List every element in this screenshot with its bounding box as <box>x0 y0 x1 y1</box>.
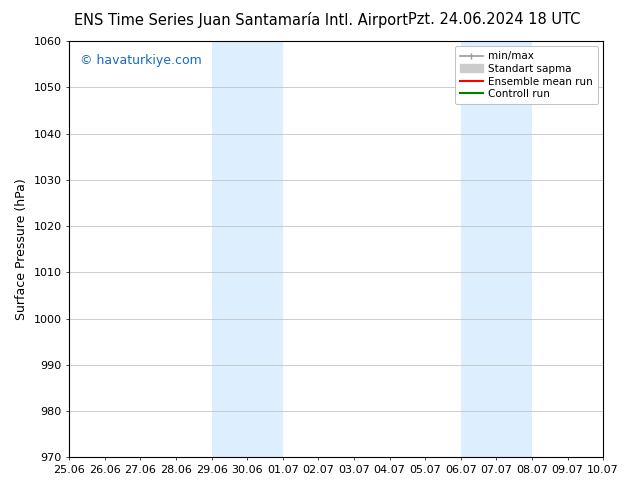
Bar <box>461 41 532 457</box>
Text: © havaturkiye.com: © havaturkiye.com <box>80 53 202 67</box>
Y-axis label: Surface Pressure (hPa): Surface Pressure (hPa) <box>15 178 28 320</box>
Bar <box>212 41 283 457</box>
Legend: min/max, Standart sapma, Ensemble mean run, Controll run: min/max, Standart sapma, Ensemble mean r… <box>455 46 598 104</box>
Text: Pzt. 24.06.2024 18 UTC: Pzt. 24.06.2024 18 UTC <box>408 12 581 27</box>
Text: ENS Time Series Juan Santamaría Intl. Airport: ENS Time Series Juan Santamaría Intl. Ai… <box>74 12 408 28</box>
